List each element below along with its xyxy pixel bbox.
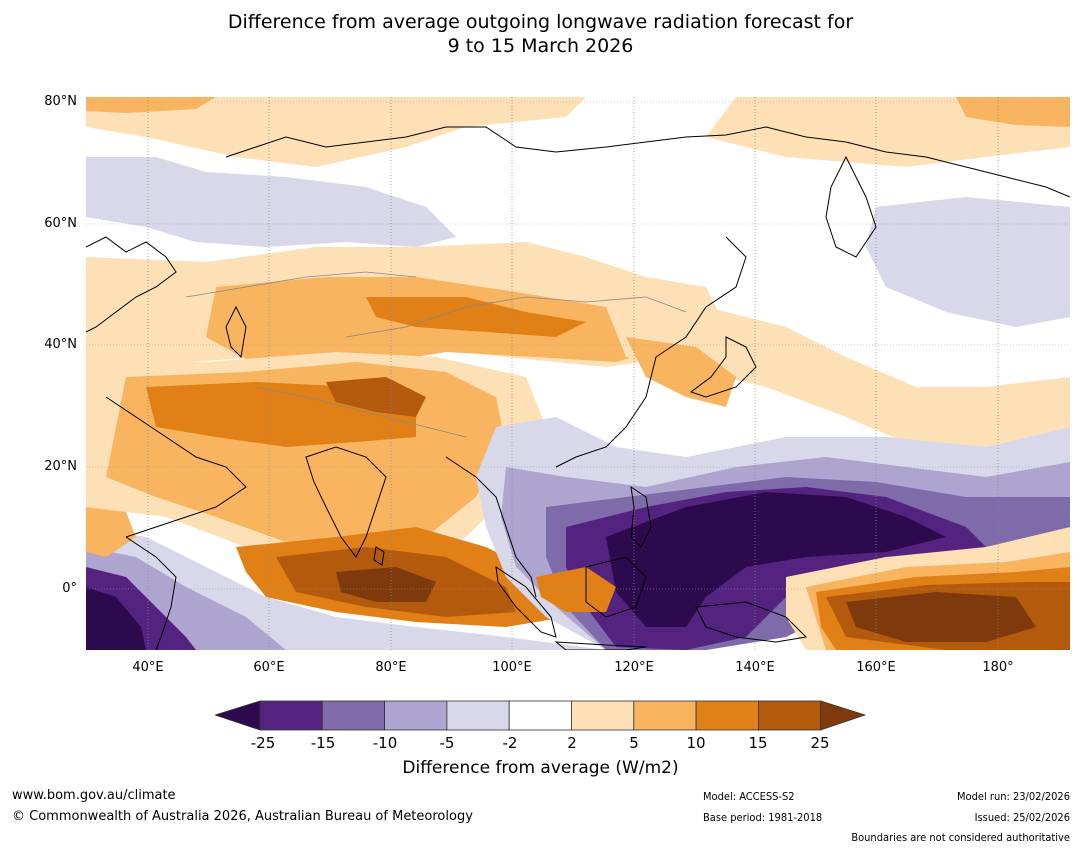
border-russia-kazakhstan: [185, 271, 417, 298]
colorbar-tick-minus2: -2: [502, 734, 518, 752]
colorbar-tick-5: 5: [629, 734, 639, 752]
lat-label-40n: 40°N: [44, 337, 77, 352]
colorbar-tick-10: 10: [686, 734, 706, 752]
region-africa-negative-extreme: [86, 587, 146, 650]
colorbar-tick-minus15: -15: [310, 734, 336, 752]
model-name: Model: ACCESS-S2: [703, 790, 795, 803]
lat-label-20n: 20°N: [44, 459, 77, 474]
region-central-asia-strong: [366, 297, 586, 337]
lon-label-80e: 80°E: [375, 660, 407, 675]
coast-arabia: [105, 396, 247, 538]
coast-new-guinea: [695, 601, 808, 643]
gridlines: [86, 97, 1070, 650]
boundaries-disclaimer: Boundaries are not considered authoritat…: [851, 831, 1070, 844]
title-line-2: 9 to 15 March 2026: [447, 35, 634, 57]
title-line-1: Difference from average outgoing longwav…: [227, 11, 854, 33]
lon-label-160e: 160°E: [856, 660, 896, 675]
colorbar-bin-minus5-minus2: [446, 700, 510, 731]
copyright-text: © Commonwealth of Australia 2026, Austra…: [12, 809, 473, 824]
colorbar-tick-25: 25: [810, 734, 830, 752]
colorbar-extend-low: [215, 700, 261, 731]
region-east-asia-moderate: [626, 337, 736, 407]
lat-label-0: 0°: [62, 581, 77, 596]
region-eurasia-negative: [86, 157, 456, 247]
border-south-asia: [255, 386, 467, 438]
lon-label-140e: 140°E: [735, 660, 775, 675]
base-period: Base period: 1981-2018: [703, 811, 823, 824]
colorbar: [215, 700, 867, 731]
colorbar-bin-10-15: [695, 700, 759, 731]
coast-arctic-eurasia: [225, 126, 1070, 198]
colorbar-extend-high: [820, 700, 867, 731]
colorbar-bin-5-10: [633, 700, 697, 731]
issued-date: Issued: 25/02/2026: [974, 811, 1070, 824]
colorbar-label: Difference from average (W/m2): [402, 758, 679, 778]
lon-label-40e: 40°E: [132, 660, 164, 675]
region-west-pacific-negative-extreme: [606, 492, 946, 627]
region-java-sea-positive: [536, 567, 616, 612]
anomaly-field: [86, 97, 1070, 650]
region-ne-pacific-negative: [866, 197, 1070, 327]
coast-borneo: [585, 556, 647, 618]
colorbar-tick-minus10: -10: [372, 734, 398, 752]
region-indian-ocean-extreme: [336, 567, 436, 602]
model-run-date: Model run: 23/02/2026: [957, 790, 1070, 803]
coast-kamchatka: [825, 155, 877, 258]
lon-label-120e: 120°E: [614, 660, 654, 675]
coast-southeast-asia: [445, 456, 537, 598]
map-svg: [86, 97, 1070, 650]
border-china: [345, 296, 687, 338]
region-nw-strong: [956, 97, 1070, 127]
coast-east-asia: [555, 236, 747, 468]
colorbar-bin-2-5: [571, 700, 635, 731]
lon-label-180: 180°: [982, 660, 1014, 675]
website-link[interactable]: www.bom.gov.au/climate: [12, 788, 176, 803]
lon-label-100e: 100°E: [492, 660, 532, 675]
colorbar-tick-15: 15: [748, 734, 768, 752]
region-east-asia-positive: [606, 307, 1070, 447]
region-arctic-positive: [86, 97, 586, 167]
colorbar-bin-minus10-minus5: [384, 700, 448, 731]
coast-sri-lanka: [373, 546, 385, 566]
coast-africa-east: [125, 536, 177, 650]
map-title: Difference from average outgoing longwav…: [0, 10, 1081, 58]
colorbar-tick-minus25: -25: [250, 734, 276, 752]
region-tibet-strong: [326, 377, 426, 417]
lon-label-60e: 60°E: [253, 660, 285, 675]
coast-europe: [86, 236, 177, 333]
colorbar-tick-minus5: -5: [439, 734, 455, 752]
country-borders: [185, 271, 687, 438]
lat-label-60n: 60°N: [44, 216, 77, 231]
coast-sumatra: [495, 565, 557, 638]
coastlines: [86, 126, 1070, 650]
coast-india: [305, 446, 387, 558]
region-west-africa-positive: [86, 507, 136, 557]
coast-philippines: [630, 485, 652, 548]
coast-caspian: [225, 305, 247, 359]
olr-anomaly-map: [86, 97, 1070, 650]
colorbar-bin-minus25-minus15: [259, 700, 323, 731]
colorbar-tick-2: 2: [567, 734, 577, 752]
region-arctic-strong: [86, 97, 216, 113]
colorbar-bin-minus2-2: [508, 700, 572, 731]
coast-japan: [689, 336, 757, 398]
colorbar-bin-minus15-minus10: [321, 700, 386, 731]
region-sw-pacific-extreme: [846, 592, 1036, 642]
coast-java: [554, 641, 647, 650]
lat-label-80n: 80°N: [44, 94, 77, 109]
colorbar-bin-15-25: [758, 700, 822, 731]
